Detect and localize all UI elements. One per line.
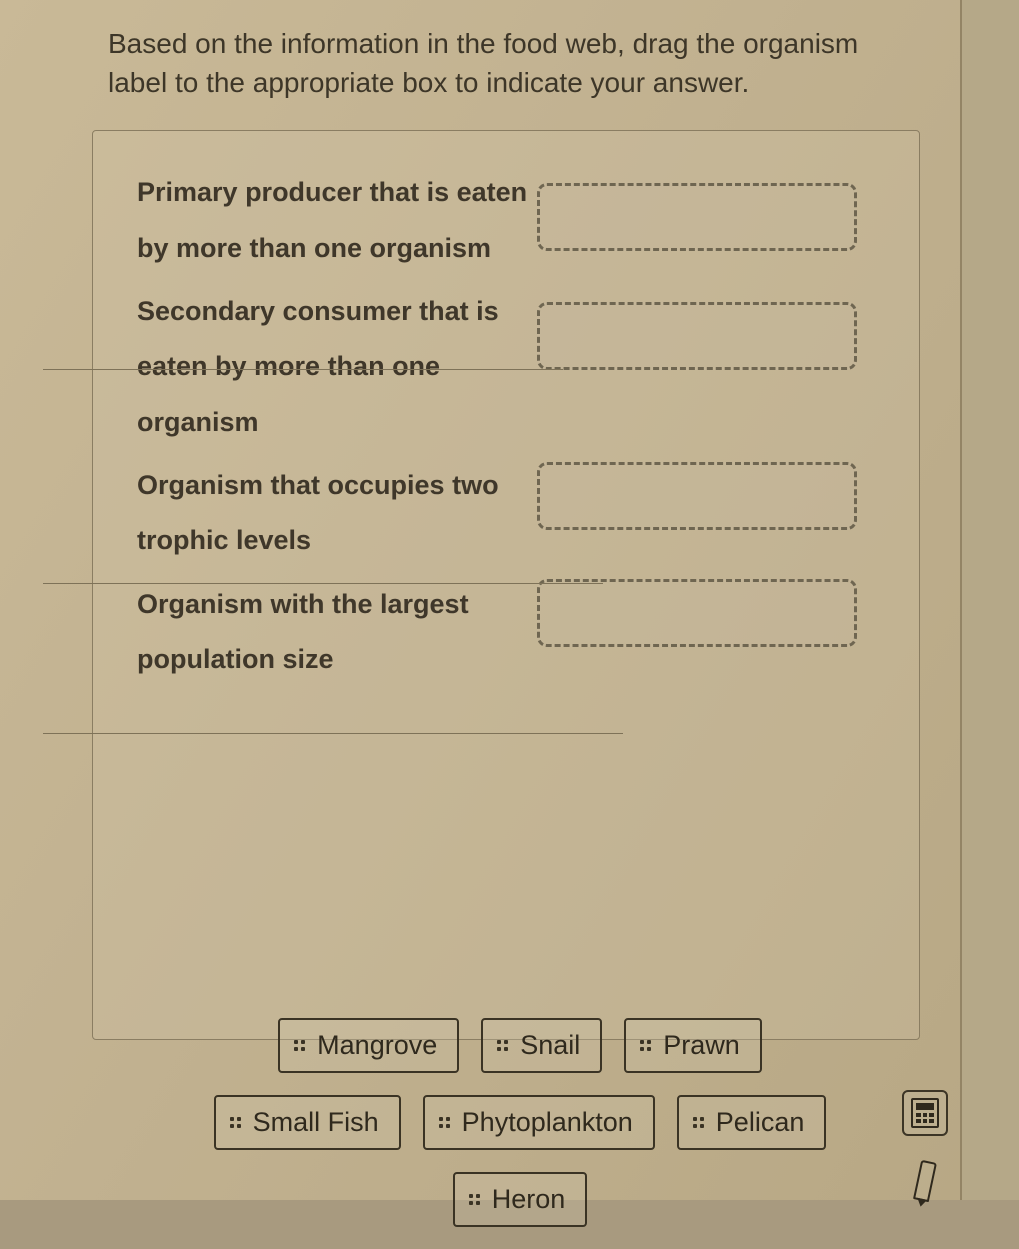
drop-target-1[interactable] [537,183,857,251]
chip-label: Pelican [716,1107,805,1138]
chip-label: Small Fish [253,1107,379,1138]
drag-handle-icon [294,1040,305,1051]
calculator-icon [911,1098,939,1128]
worksheet-page: Based on the information in the food web… [0,0,960,1200]
drag-handle-icon [439,1117,450,1128]
prompt-text: Organism with the largest population siz… [137,577,537,688]
chip-label: Mangrove [317,1030,437,1061]
chip-mangrove[interactable]: Mangrove [278,1018,459,1073]
chip-prawn[interactable]: Prawn [624,1018,762,1073]
page-edge [960,0,1019,1200]
prompt-text: Primary producer that is eaten by more t… [137,165,537,276]
instruction-text: Based on the information in the food web… [0,20,960,122]
drop-target-4[interactable] [537,579,857,647]
drag-handle-icon [693,1117,704,1128]
chip-label: Phytoplankton [462,1107,633,1138]
question-row: Organism with the largest population siz… [137,577,889,688]
pen-button[interactable] [902,1158,948,1204]
prompt-text: Secondary consumer that is eaten by more… [137,284,537,450]
chip-label: Prawn [663,1030,740,1061]
divider-line [43,733,623,734]
prompt-text: Organism that occupies two trophic level… [137,458,537,569]
question-row: Primary producer that is eaten by more t… [137,165,889,276]
chip-phytoplankton[interactable]: Phytoplankton [423,1095,655,1150]
chip-snail[interactable]: Snail [481,1018,602,1073]
chip-label: Snail [520,1030,580,1061]
chip-pelican[interactable]: Pelican [677,1095,827,1150]
drop-target-3[interactable] [537,462,857,530]
chip-tray: Mangrove Snail Prawn Small Fish Phytopla… [110,1018,930,1249]
drop-target-2[interactable] [537,302,857,370]
drag-handle-icon [497,1040,508,1051]
question-row: Secondary consumer that is eaten by more… [137,284,889,450]
divider-line [43,369,563,370]
drag-handle-icon [230,1117,241,1128]
calculator-button[interactable] [902,1090,948,1136]
question-row: Organism that occupies two trophic level… [137,458,889,569]
divider-line [43,583,603,584]
pen-icon [913,1160,937,1202]
chip-row: Mangrove Snail Prawn [110,1018,930,1073]
drag-handle-icon [640,1040,651,1051]
chip-small-fish[interactable]: Small Fish [214,1095,401,1150]
chip-row: Small Fish Phytoplankton Pelican [110,1095,930,1150]
question-panel: Primary producer that is eaten by more t… [92,130,920,1040]
